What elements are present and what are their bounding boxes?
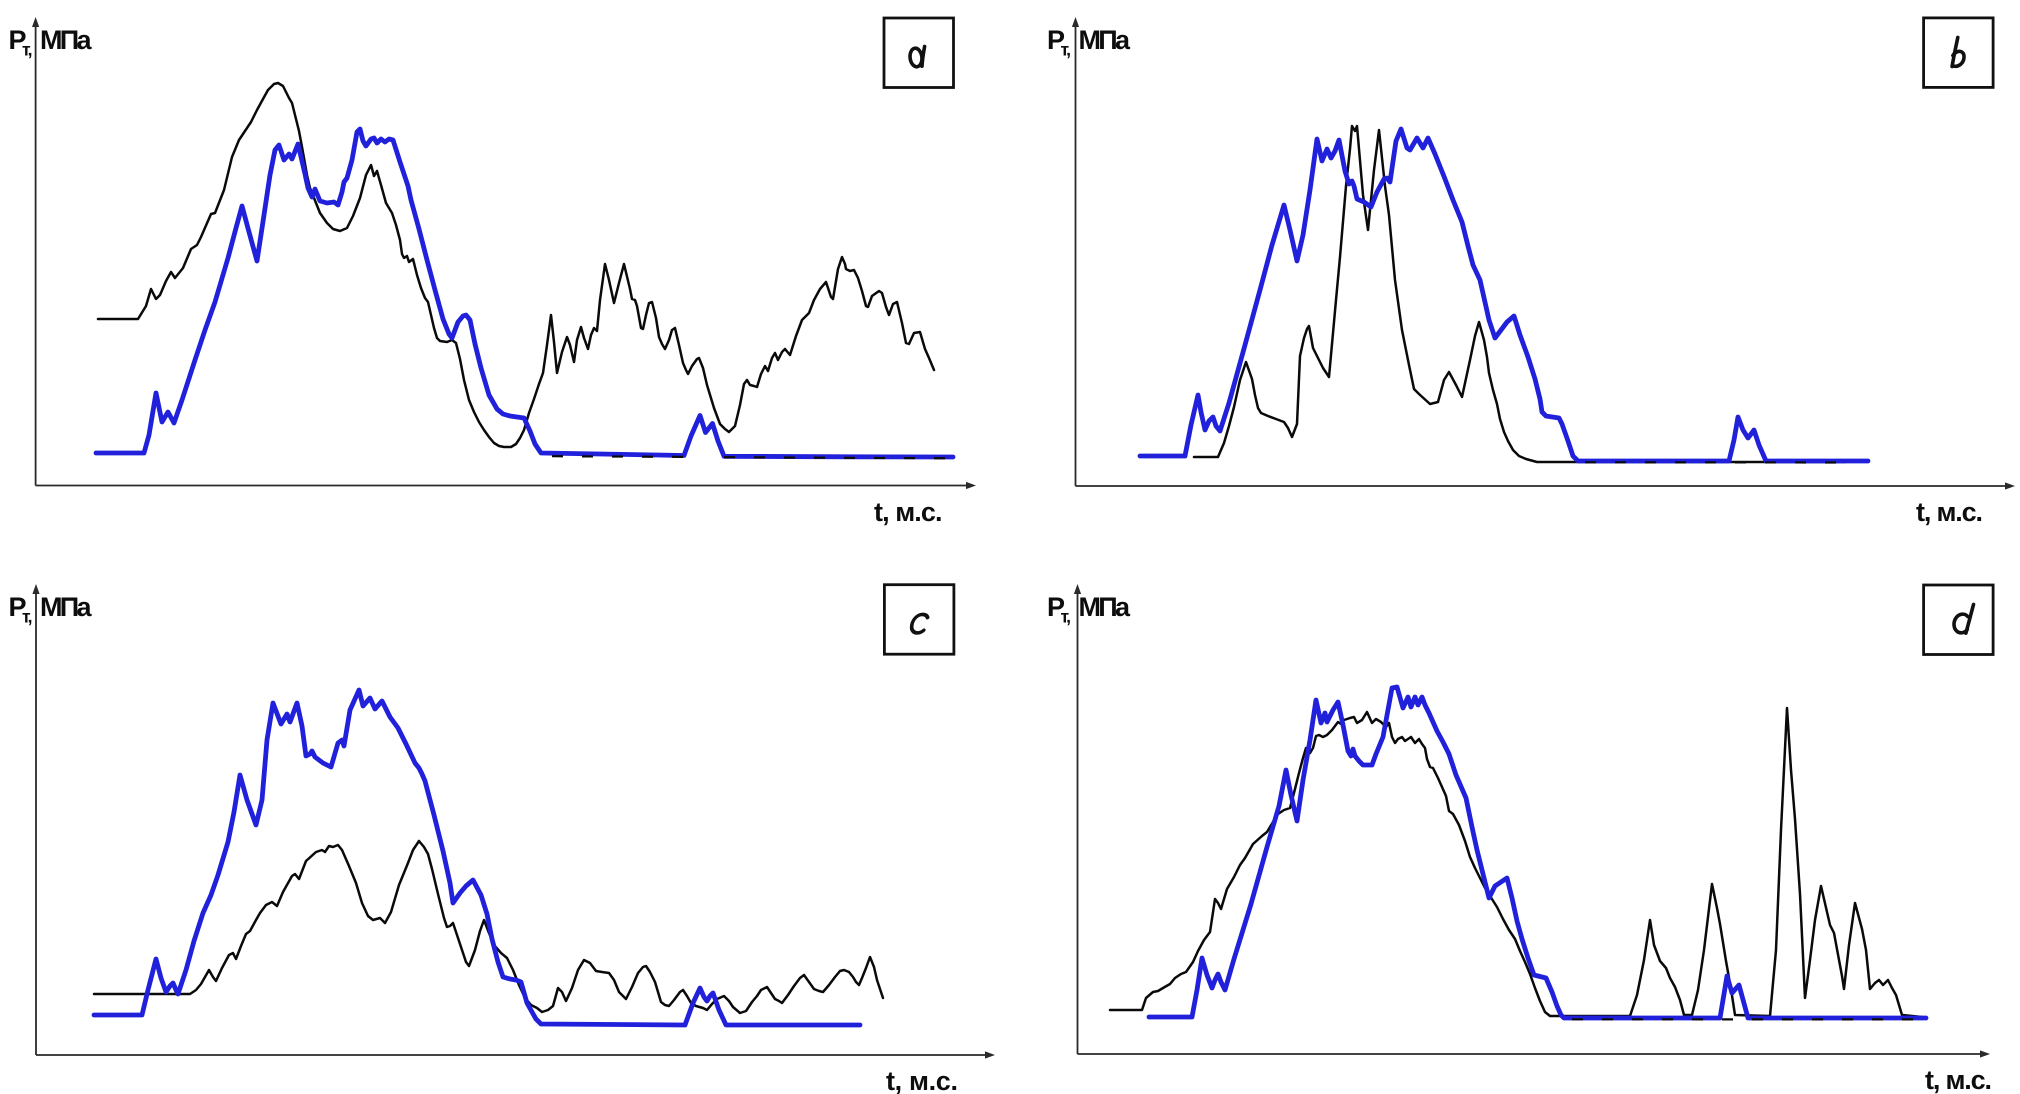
svg-text:МПа: МПа bbox=[40, 25, 92, 55]
svg-text:t, м.с.: t, м.с. bbox=[886, 1066, 958, 1094]
svg-text:МПа: МПа bbox=[1079, 592, 1131, 622]
svg-text:т,: т, bbox=[1061, 607, 1072, 627]
svg-text:P: P bbox=[1047, 25, 1065, 55]
svg-text:t, м.с.: t, м.с. bbox=[1925, 1065, 1992, 1094]
svg-text:P: P bbox=[9, 25, 27, 55]
svg-text:P: P bbox=[1047, 592, 1065, 622]
svg-text:т,: т, bbox=[22, 607, 33, 627]
svg-text:т,: т, bbox=[1061, 40, 1072, 60]
svg-text:т,: т, bbox=[22, 40, 33, 60]
svg-text:МПа: МПа bbox=[40, 592, 92, 622]
svg-text:P: P bbox=[9, 592, 27, 622]
svg-text:t, м.с.: t, м.с. bbox=[874, 497, 943, 527]
svg-text:МПа: МПа bbox=[1079, 25, 1131, 55]
svg-text:t, м.с.: t, м.с. bbox=[1916, 497, 1983, 527]
